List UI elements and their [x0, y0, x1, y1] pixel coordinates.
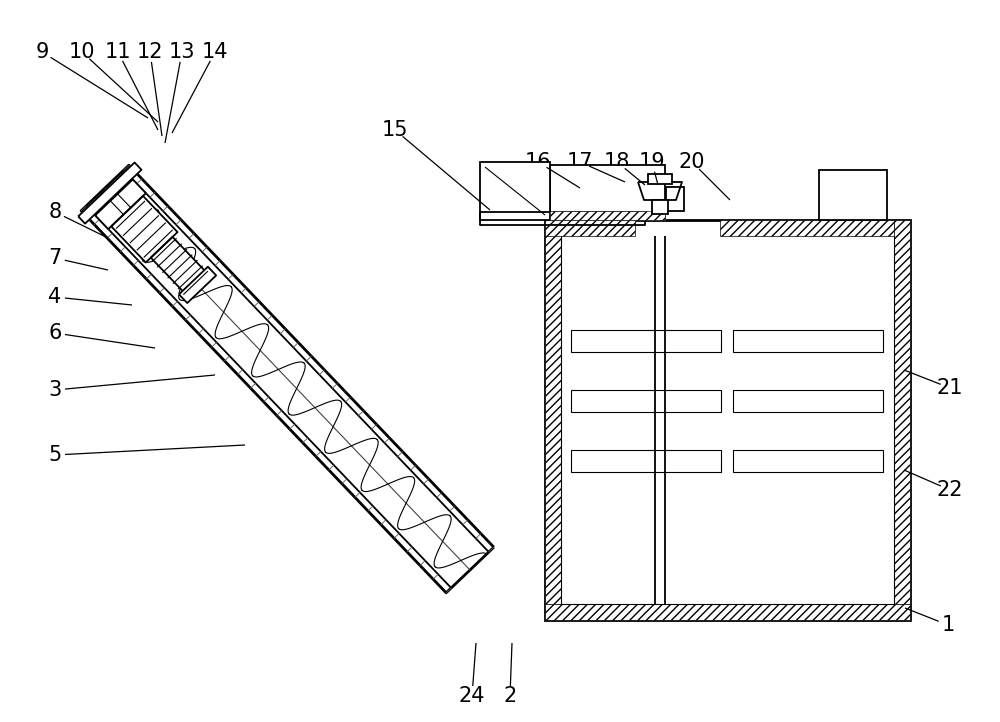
Text: 24: 24 [459, 686, 485, 706]
Text: 16: 16 [525, 152, 551, 172]
Text: 21: 21 [937, 378, 963, 398]
Text: 10: 10 [69, 42, 95, 62]
Bar [550, 165, 665, 220]
Bar [545, 220, 635, 236]
Text: 19: 19 [639, 152, 665, 172]
Text: 17: 17 [567, 152, 593, 172]
Bar [733, 330, 883, 352]
Bar [733, 390, 883, 412]
Bar [894, 220, 910, 604]
Text: 12: 12 [137, 42, 163, 62]
Bar [571, 450, 721, 472]
Polygon shape [179, 266, 216, 303]
Bar [571, 390, 721, 412]
Text: 4: 4 [48, 287, 62, 307]
Text: 15: 15 [382, 120, 408, 140]
Bar [648, 174, 672, 184]
Text: 18: 18 [604, 152, 630, 172]
Bar [720, 220, 894, 236]
Text: 3: 3 [48, 380, 62, 400]
Bar [545, 604, 910, 620]
Bar [550, 211, 665, 220]
Text: 7: 7 [48, 248, 62, 268]
Polygon shape [95, 180, 146, 229]
Text: 20: 20 [679, 152, 705, 172]
Polygon shape [78, 162, 141, 224]
Text: 8: 8 [48, 202, 62, 222]
Text: 11: 11 [105, 42, 131, 62]
Text: 13: 13 [169, 42, 195, 62]
Bar [733, 450, 883, 472]
Bar [545, 220, 910, 620]
Text: 6: 6 [48, 323, 62, 343]
Polygon shape [81, 165, 494, 593]
Bar [666, 187, 684, 211]
Bar [819, 170, 887, 220]
Text: 2: 2 [503, 686, 517, 706]
Text: 5: 5 [48, 445, 62, 465]
Bar [652, 200, 668, 214]
Bar [480, 162, 550, 220]
Text: 1: 1 [941, 615, 955, 635]
Polygon shape [151, 237, 209, 296]
Text: 14: 14 [202, 42, 228, 62]
Polygon shape [111, 196, 178, 263]
Text: 9: 9 [35, 42, 49, 62]
Bar [545, 220, 561, 604]
Text: 22: 22 [937, 480, 963, 500]
Bar [571, 330, 721, 352]
